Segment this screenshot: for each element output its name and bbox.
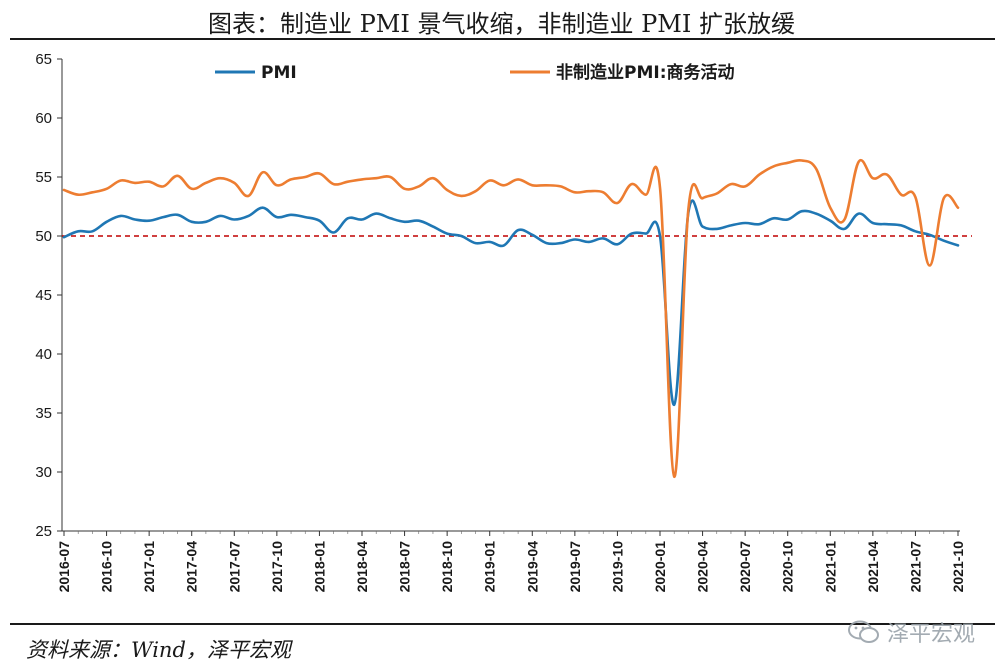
x-tick-label: 2021-01 <box>822 541 838 593</box>
x-tick-label: 2019-10 <box>609 541 625 593</box>
x-tick-label: 2018-01 <box>311 541 327 593</box>
x-tick-label: 2019-04 <box>524 541 540 593</box>
x-tick-label: 2017-10 <box>269 541 285 593</box>
y-tick-label: 60 <box>35 110 52 127</box>
y-tick-label: 50 <box>35 228 52 245</box>
x-tick-label: 2017-01 <box>141 541 157 593</box>
x-tick-label: 2017-04 <box>184 541 200 593</box>
x-tick-label: 2018-07 <box>397 541 413 593</box>
x-tick-label: 2021-10 <box>950 541 966 593</box>
page-title: 图表：制造业 PMI 景气收缩，非制造业 PMI 扩张放缓 <box>208 10 795 38</box>
x-tick-label: 2019-07 <box>567 541 583 593</box>
watermark: 泽平宏观 <box>847 616 975 648</box>
legend-label: PMI <box>261 63 297 83</box>
x-tick-label: 2020-04 <box>695 541 711 593</box>
x-tick-label: 2020-01 <box>652 541 668 593</box>
y-tick-label: 65 <box>35 51 52 68</box>
x-tick-label: 2020-10 <box>780 541 796 593</box>
x-tick-label: 2021-07 <box>907 541 923 593</box>
top-divider <box>10 38 995 40</box>
y-tick-label: 25 <box>35 523 52 540</box>
x-tick-label: 2016-10 <box>99 541 115 593</box>
y-tick-label: 55 <box>35 169 52 186</box>
series-lines <box>62 158 960 479</box>
series-line-non-manufacturing <box>62 158 960 479</box>
x-tick-label: 2018-10 <box>439 541 455 593</box>
y-tick-label: 30 <box>35 464 52 481</box>
y-tick-label: 40 <box>35 346 52 363</box>
x-tick-label: 2019-01 <box>482 541 498 593</box>
source-note: 资料来源：Wind，泽平宏观 <box>26 638 291 662</box>
series-line-pmi <box>62 199 960 407</box>
watermark-text: 泽平宏观 <box>886 622 975 647</box>
x-tick-label: 2020-07 <box>737 541 753 593</box>
x-tick-label: 2021-04 <box>865 541 881 593</box>
x-tick-label: 2016-07 <box>56 541 72 593</box>
wechat-icon <box>847 620 879 643</box>
bottom-divider <box>10 623 995 625</box>
x-tick-label: 2017-07 <box>226 541 242 593</box>
x-tick-label: 2018-04 <box>354 541 370 593</box>
axes: 25 30 35 40 45 50 55 60 65 2016-07 2016-10 2017-01 2… <box>35 51 966 592</box>
legend: PMI 非制造业PMI:商务活动 <box>215 62 735 83</box>
y-tick-label: 45 <box>35 287 52 304</box>
y-tick-label: 35 <box>35 405 52 422</box>
pmi-line-chart: 25 30 35 40 45 50 55 60 65 2016-07 2016-10 2017-01 2… <box>35 51 972 592</box>
legend-label: 非制造业PMI:商务活动 <box>556 62 735 83</box>
